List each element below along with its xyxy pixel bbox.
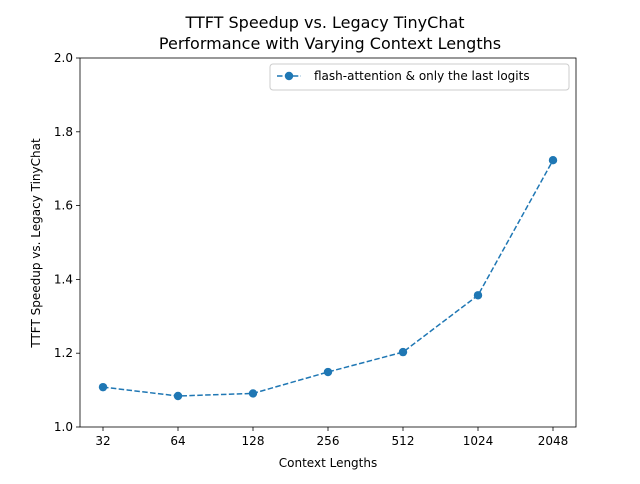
y-tick-label: 2.0 <box>54 51 73 65</box>
y-axis-label: TTFT Speedup vs. Legacy TinyChat <box>29 138 43 349</box>
axes-frame <box>79 57 577 428</box>
data-point <box>98 382 108 392</box>
data-point <box>173 391 183 401</box>
y-tick-label: 1.2 <box>54 346 73 360</box>
y-tick-label: 1.4 <box>54 272 73 286</box>
legend-box <box>269 63 570 91</box>
x-tick-label: 64 <box>170 434 185 448</box>
y-tick-label: 1.6 <box>54 199 73 213</box>
chart-subtitle: Performance with Varying Context Lengths <box>159 34 501 53</box>
series-line <box>102 159 554 397</box>
x-tick-label: 1024 <box>463 434 494 448</box>
x-tick-label: 2048 <box>538 434 569 448</box>
x-tick-label: 512 <box>392 434 415 448</box>
data-point <box>398 347 408 357</box>
data-point <box>473 291 483 300</box>
legend-marker <box>284 71 294 81</box>
legend-entry-label: flash-attention & only the last logits <box>314 69 530 83</box>
data-point <box>323 367 333 377</box>
y-tick-label: 1.8 <box>54 125 73 139</box>
x-tick-label: 256 <box>317 434 340 448</box>
x-axis-label: Context Lengths <box>279 456 377 470</box>
data-point <box>248 389 258 398</box>
y-tick-label: 1.0 <box>54 420 73 434</box>
x-tick-label: 32 <box>95 434 110 448</box>
legend: flash-attention & only the last logits <box>269 63 570 91</box>
data-point <box>548 156 558 165</box>
x-tick-label: 128 <box>242 434 265 448</box>
chart-title: TTFT Speedup vs. Legacy TinyChat <box>184 13 464 32</box>
plot-area: 1.0 1.2 1.4 1.6 1.8 2.0 32 64 128 256 512 1024 2048 <box>54 51 577 448</box>
